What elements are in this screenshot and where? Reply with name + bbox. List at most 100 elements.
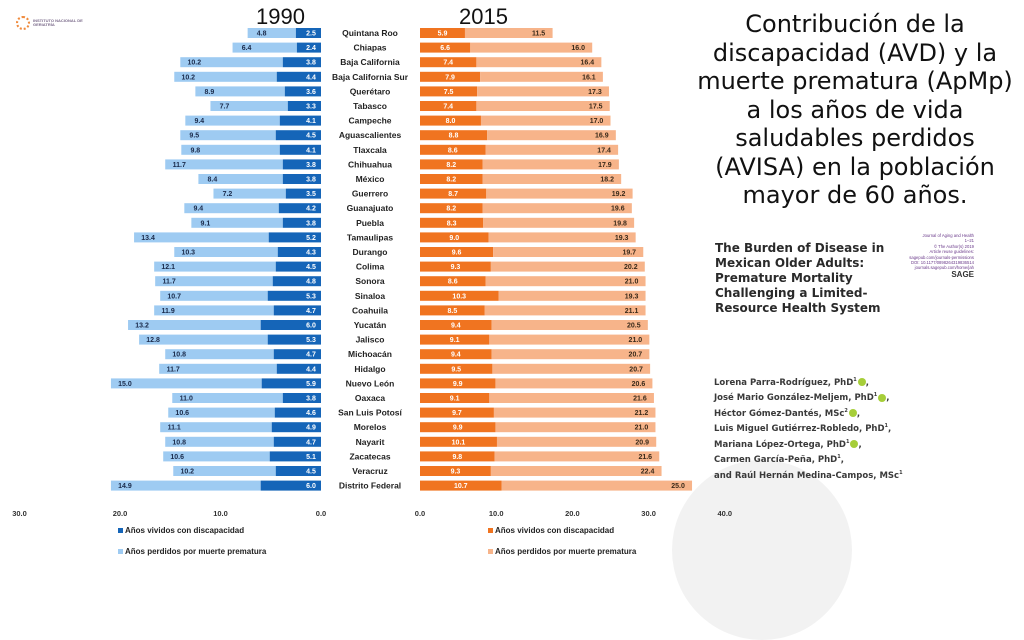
bar-1990-premature — [247, 28, 296, 38]
bar-1990-premature — [174, 247, 278, 257]
bar-2015-premature — [476, 101, 610, 111]
bar-label-1990-premature: 8.9 — [205, 89, 215, 96]
bar-label-1990-premature: 10.2 — [180, 469, 194, 476]
bar-label-2015-premature: 19.3 — [625, 293, 639, 300]
bar-label-1990-disability: 4.5 — [306, 469, 316, 476]
bar-label-2015-premature: 25.0 — [671, 483, 685, 490]
bar-label-1990-disability: 6.0 — [306, 323, 316, 330]
legend-label: Años vividos con discapacidad — [125, 526, 245, 535]
bar-1990-disability — [277, 247, 321, 257]
bar-1990-premature — [155, 276, 273, 287]
legend-1990: Años vividos con discapacidad Años perdi… — [118, 526, 266, 568]
bar-label-2015-premature: 19.2 — [612, 191, 626, 198]
bar-label-2015-disability: 9.3 — [451, 469, 461, 476]
bar-2015-premature — [491, 349, 650, 360]
author-name: Mariana López-Ortega, PhD — [714, 439, 846, 450]
bar-2015-disability — [420, 247, 494, 257]
state-label: Nayarit — [356, 437, 385, 447]
bar-label-2015-premature: 19.6 — [611, 206, 625, 213]
state-label: San Luis Potosí — [338, 408, 402, 418]
bar-1990-disability — [261, 378, 321, 389]
author: Luis Miguel Gutiérrez-Robledo, PhD1, — [714, 423, 892, 435]
journal-line: © The Author(s) 2019 — [933, 243, 974, 249]
x-tick-1990: 30.0 — [12, 509, 27, 518]
legend-label: Años vividos con discapacidad — [495, 526, 615, 535]
bar-2015-premature — [493, 247, 644, 257]
bar-2015-disability — [420, 130, 488, 141]
bar-1990-premature — [160, 290, 268, 301]
bar-1990-disability — [296, 42, 321, 53]
bar-label-1990-premature: 11.0 — [180, 396, 193, 403]
bar-2015-disability — [420, 407, 494, 418]
state-label: Hidalgo — [354, 364, 385, 374]
bar-label-1990-premature: 12.8 — [146, 337, 160, 344]
bar-label-1990-disability: 4.7 — [306, 352, 316, 359]
bar-2015-disability — [420, 451, 495, 462]
bar-2015-premature — [482, 174, 622, 184]
author: Héctor Gómez-Dantés, MSc2, — [714, 407, 861, 419]
bar-1990-premature — [110, 378, 262, 389]
bar-1990-disability — [273, 305, 321, 316]
bar-label-2015-disability: 8.6 — [448, 147, 458, 154]
bar-label-2015-premature: 17.0 — [590, 118, 604, 125]
bar-2015-disability — [420, 203, 483, 214]
bar-1990-disability — [268, 232, 321, 243]
bar-1990-premature — [160, 422, 272, 433]
bar-1990-premature — [195, 86, 285, 97]
legend-item: Años vividos con discapacidad — [488, 526, 636, 535]
author-name: Luis Miguel Gutiérrez-Robledo, PhD — [714, 424, 885, 435]
bar-label-1990-disability: 4.4 — [306, 366, 316, 373]
bar-1990-disability — [276, 363, 321, 374]
bar-label-1990-premature: 9.8 — [190, 147, 200, 154]
bar-1990-disability — [276, 71, 321, 82]
author: José Mario González-Meljem, PhD1, — [714, 392, 890, 404]
bar-1990-premature — [184, 203, 279, 214]
bar-1990-premature — [168, 407, 275, 418]
bar-2015-disability — [420, 174, 483, 184]
journal-line: Article reuse guidelines: — [929, 249, 974, 255]
bar-label-2015-disability: 8.2 — [446, 177, 456, 184]
bar-label-2015-disability: 8.2 — [446, 206, 456, 213]
bar-label-1990-disability: 4.9 — [306, 425, 316, 432]
bar-1990-premature — [128, 320, 261, 330]
bar-label-2015-disability: 8.8 — [449, 133, 459, 140]
state-label: Tlaxcala — [353, 145, 387, 155]
state-label: Aguascalientes — [339, 130, 402, 140]
bar-label-1990-premature: 6.4 — [242, 45, 252, 52]
bar-label-2015-premature: 21.0 — [629, 337, 643, 344]
bar-1990-disability — [282, 159, 321, 170]
x-tick-2015: 10.0 — [489, 509, 504, 518]
bar-label-2015-disability: 9.7 — [452, 410, 462, 417]
bar-2015-premature — [486, 188, 633, 199]
bar-1990-premature — [180, 130, 276, 141]
bar-2015-disability — [420, 436, 497, 447]
bar-label-2015-premature: 20.6 — [632, 381, 646, 388]
bar-1990-disability — [278, 203, 321, 214]
bar-label-2015-disability: 9.1 — [450, 337, 460, 344]
bar-1990-disability — [275, 261, 321, 272]
bar-label-2015-disability: 5.9 — [438, 31, 448, 38]
state-label: Baja California — [340, 57, 400, 67]
bar-1990-premature — [210, 101, 288, 111]
bar-label-2015-premature: 21.2 — [635, 410, 649, 417]
butterfly-chart: 4.8 2.5 Quintana Roo 5.9 11.5 6.4 2.4 Chiapas 6.… — [12, 28, 732, 518]
bar-label-2015-premature: 22.4 — [641, 469, 655, 476]
bar-2015-premature — [485, 276, 646, 287]
state-label: Campeche — [349, 116, 392, 126]
bar-label-1990-premature: 9.4 — [193, 206, 203, 213]
bar-label-1990-disability: 3.8 — [306, 396, 316, 403]
bar-1990-disability — [269, 451, 321, 462]
bar-2015-premature — [485, 144, 619, 155]
bar-label-2015-premature: 18.2 — [600, 177, 614, 184]
author-affiliation: 1 — [853, 377, 857, 383]
bar-2015-premature — [501, 480, 693, 491]
legend-swatch-light-blue — [118, 549, 123, 554]
state-label: Sonora — [355, 276, 385, 286]
bar-2015-premature — [495, 378, 653, 389]
bar-label-2015-premature: 16.4 — [581, 60, 595, 67]
bar-label-1990-premature: 14.9 — [118, 483, 132, 490]
legend-item: Años vividos con discapacidad — [118, 526, 266, 535]
bar-1990-disability — [279, 115, 321, 126]
state-label: Zacatecas — [349, 451, 390, 461]
bar-1990-disability — [282, 57, 321, 68]
